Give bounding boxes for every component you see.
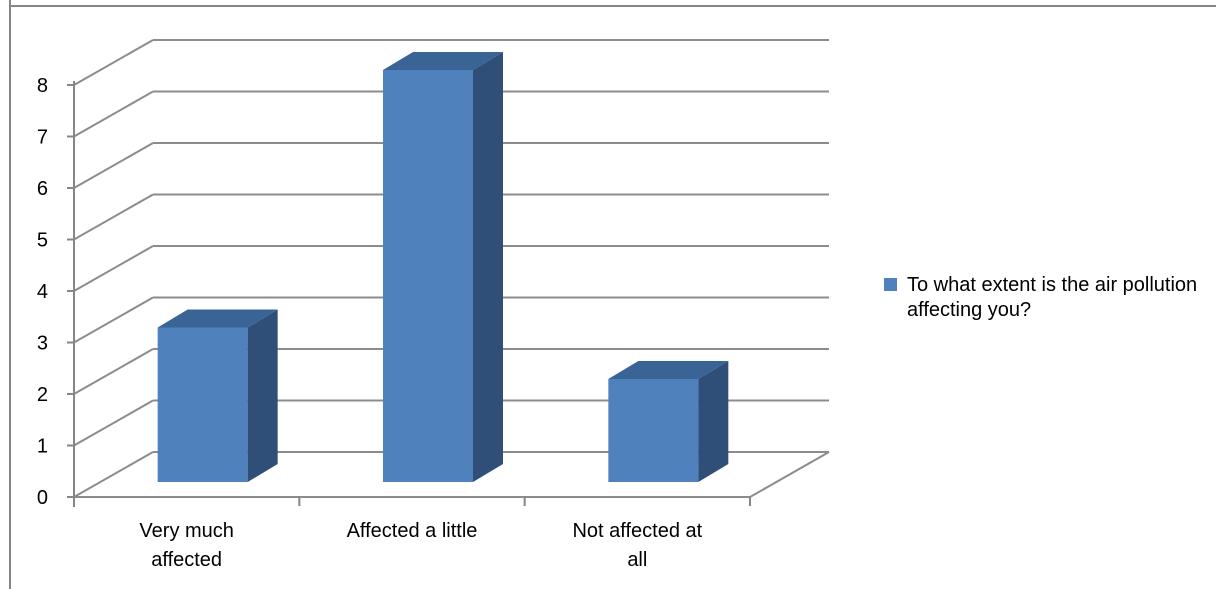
y-tick-label: 0: [37, 487, 48, 509]
side-gridline: [73, 451, 154, 498]
legend: To what extent is the air pollution affe…: [884, 273, 1204, 323]
bar-front: [608, 379, 699, 482]
bar-side: [698, 361, 729, 482]
side-gridline: [73, 193, 154, 241]
bar-top: [608, 361, 729, 379]
side-gridline: [73, 39, 154, 86]
legend-swatch: [884, 278, 897, 291]
y-tick-label: 8: [37, 75, 48, 97]
bar-top: [383, 52, 503, 70]
bar-top: [157, 309, 278, 328]
y-tick-label: 3: [37, 333, 48, 355]
y-tick-label: 2: [37, 384, 48, 406]
y-tick-label: 1: [37, 436, 48, 458]
legend-label: To what extent is the air pollution affe…: [907, 274, 1198, 321]
bar-side: [247, 309, 278, 482]
y-tick-label: 6: [37, 178, 48, 200]
category-label: Affected a little: [347, 520, 478, 542]
y-tick-label: 4: [37, 281, 48, 303]
bar-side: [473, 52, 503, 482]
category-label: Not affected at all: [572, 520, 702, 571]
y-tick-label: 7: [37, 127, 48, 149]
category-label: Very much affected: [139, 520, 233, 571]
side-gridline: [73, 296, 154, 344]
y-tick-label: 5: [37, 230, 48, 252]
bar-front: [157, 327, 248, 482]
floor-right-edge: [749, 451, 830, 498]
side-gridline: [73, 348, 154, 395]
side-gridline: [73, 142, 154, 189]
side-gridline: [73, 399, 154, 447]
side-gridline: [73, 90, 154, 138]
side-gridline: [73, 245, 154, 292]
bar-front: [383, 70, 473, 482]
